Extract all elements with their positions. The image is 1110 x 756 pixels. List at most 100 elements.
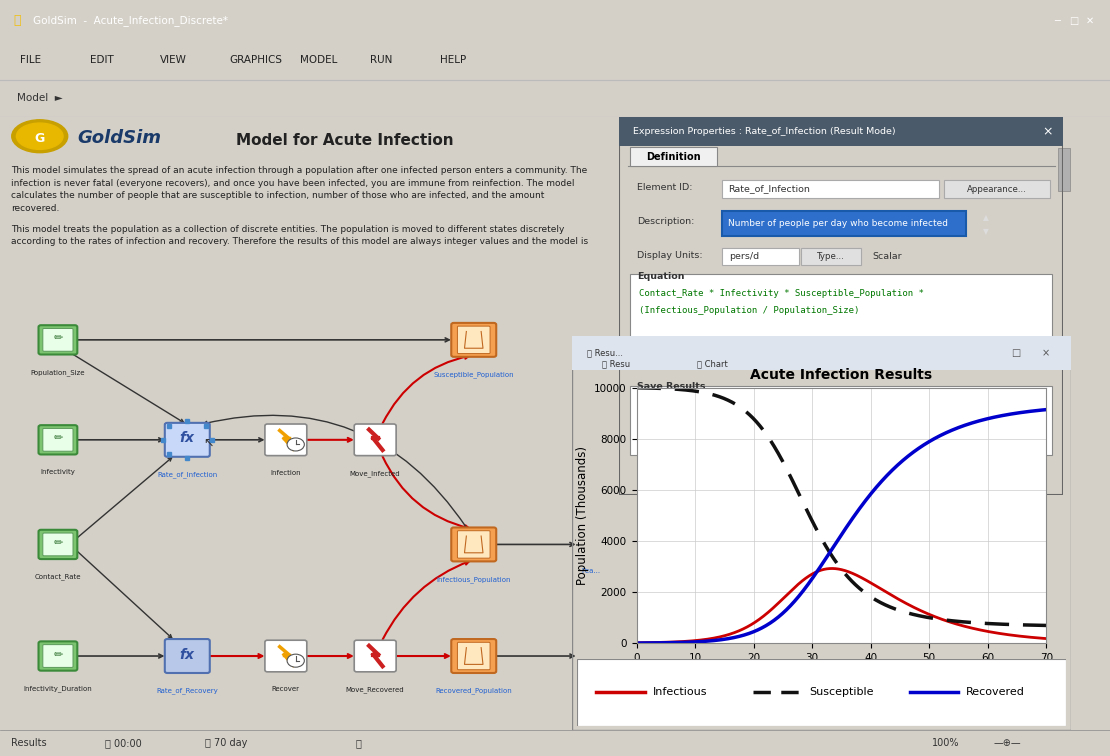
Text: □: □ bbox=[1069, 16, 1078, 26]
Text: ×: × bbox=[1041, 348, 1049, 358]
Text: ☑: ☑ bbox=[657, 414, 666, 425]
Text: RUN: RUN bbox=[370, 55, 392, 66]
FancyBboxPatch shape bbox=[1058, 148, 1070, 191]
Text: Model for Acute Infection: Model for Acute Infection bbox=[235, 133, 453, 148]
Text: ☑: ☑ bbox=[828, 414, 837, 425]
FancyBboxPatch shape bbox=[354, 424, 396, 456]
FancyBboxPatch shape bbox=[43, 328, 73, 352]
FancyBboxPatch shape bbox=[630, 274, 1052, 359]
Text: FILE: FILE bbox=[20, 55, 41, 66]
Text: ✏: ✏ bbox=[53, 649, 62, 660]
FancyBboxPatch shape bbox=[722, 179, 939, 199]
Text: 🔆: 🔆 bbox=[13, 14, 21, 27]
FancyBboxPatch shape bbox=[39, 530, 78, 559]
Text: Infectivity_Duration: Infectivity_Duration bbox=[23, 685, 92, 692]
FancyBboxPatch shape bbox=[265, 640, 306, 672]
Text: Population_Size: Population_Size bbox=[31, 369, 85, 376]
Ellipse shape bbox=[12, 119, 68, 153]
Text: Number of people per day who become infected: Number of people per day who become infe… bbox=[728, 219, 948, 228]
Text: fx: fx bbox=[180, 648, 194, 662]
Text: GoldSim  -  Acute_Infection_Discrete*: GoldSim - Acute_Infection_Discrete* bbox=[33, 15, 229, 26]
Text: Pea...: Pea... bbox=[582, 568, 601, 574]
Text: HELP: HELP bbox=[440, 55, 466, 66]
Text: Infectious_Population: Infectious_Population bbox=[436, 576, 511, 583]
Text: ▲: ▲ bbox=[983, 213, 989, 222]
FancyBboxPatch shape bbox=[164, 423, 210, 457]
Ellipse shape bbox=[17, 123, 63, 150]
Text: ×: × bbox=[1042, 125, 1053, 138]
Text: Results: Results bbox=[11, 738, 47, 748]
Text: EDIT: EDIT bbox=[90, 55, 113, 66]
Text: Infectivity: Infectivity bbox=[40, 469, 75, 475]
Text: G: G bbox=[34, 132, 44, 145]
FancyBboxPatch shape bbox=[572, 336, 1071, 370]
Text: —⊕—: —⊕— bbox=[993, 738, 1021, 748]
Text: pers/d: pers/d bbox=[729, 252, 759, 261]
Text: Recovered: Recovered bbox=[966, 687, 1025, 697]
Text: Contact_Rate: Contact_Rate bbox=[34, 574, 81, 581]
Text: GoldSim: GoldSim bbox=[77, 129, 161, 147]
Text: 📊 Resu: 📊 Resu bbox=[602, 359, 629, 368]
FancyBboxPatch shape bbox=[265, 424, 306, 456]
Title: Acute Infection Results: Acute Infection Results bbox=[750, 368, 932, 383]
Text: VIEW: VIEW bbox=[160, 55, 186, 66]
Text: Final Values: Final Values bbox=[677, 415, 730, 424]
Text: Move_Infected: Move_Infected bbox=[350, 470, 401, 477]
FancyBboxPatch shape bbox=[630, 147, 717, 166]
FancyBboxPatch shape bbox=[801, 248, 861, 265]
Text: ⏱ 70 day: ⏱ 70 day bbox=[205, 738, 248, 748]
FancyBboxPatch shape bbox=[43, 533, 73, 556]
Text: MODEL: MODEL bbox=[300, 55, 337, 66]
Text: Expression Properties : Rate_of_Infection (Result Mode): Expression Properties : Rate_of_Infectio… bbox=[633, 127, 896, 136]
FancyBboxPatch shape bbox=[846, 465, 948, 487]
Text: 📊 Chart: 📊 Chart bbox=[697, 359, 727, 368]
Text: This model treats the population as a collection of discrete entities. The popul: This model treats the population as a co… bbox=[11, 225, 588, 246]
FancyBboxPatch shape bbox=[722, 248, 799, 265]
FancyBboxPatch shape bbox=[39, 641, 78, 671]
Text: Contact_Rate * Infectivity * Susceptible_Population *: Contact_Rate * Infectivity * Susceptible… bbox=[639, 290, 925, 298]
Text: Rate_of_Infection: Rate_of_Infection bbox=[158, 471, 218, 478]
Text: Susceptible_Population: Susceptible_Population bbox=[433, 371, 514, 378]
Text: ✏: ✏ bbox=[53, 538, 62, 548]
Text: 100%: 100% bbox=[932, 738, 960, 748]
Text: ✕: ✕ bbox=[1086, 16, 1094, 26]
FancyBboxPatch shape bbox=[457, 531, 491, 558]
FancyBboxPatch shape bbox=[43, 429, 73, 451]
FancyBboxPatch shape bbox=[722, 211, 966, 236]
FancyBboxPatch shape bbox=[39, 425, 78, 454]
FancyBboxPatch shape bbox=[43, 645, 73, 668]
Text: Infectious: Infectious bbox=[653, 687, 707, 697]
FancyBboxPatch shape bbox=[164, 639, 210, 673]
Text: Move_Recovered: Move_Recovered bbox=[346, 686, 404, 693]
FancyBboxPatch shape bbox=[452, 528, 496, 562]
FancyBboxPatch shape bbox=[452, 323, 496, 357]
Text: ⏱ 00:00: ⏱ 00:00 bbox=[105, 738, 142, 748]
Y-axis label: Population (Thousands): Population (Thousands) bbox=[576, 446, 588, 585]
FancyBboxPatch shape bbox=[630, 386, 1052, 455]
FancyBboxPatch shape bbox=[354, 640, 396, 672]
Text: Rate_of_Recovery: Rate_of_Recovery bbox=[157, 687, 219, 694]
Text: ✏: ✏ bbox=[53, 333, 62, 343]
Text: Help: Help bbox=[885, 471, 909, 481]
Text: ▼: ▼ bbox=[983, 227, 989, 236]
Text: Time History: Time History bbox=[848, 415, 906, 424]
Text: Infection: Infection bbox=[271, 470, 301, 476]
Text: (Infectious_Population / Population_Size): (Infectious_Population / Population_Size… bbox=[639, 306, 860, 315]
Text: Model  ►: Model ► bbox=[17, 93, 62, 104]
Text: 📊 Resu...: 📊 Resu... bbox=[586, 349, 623, 358]
Text: ✏: ✏ bbox=[53, 433, 62, 444]
Text: ─: ─ bbox=[1053, 16, 1060, 26]
FancyBboxPatch shape bbox=[457, 643, 491, 670]
Text: Display Units:: Display Units: bbox=[637, 251, 703, 259]
Text: Definition: Definition bbox=[646, 152, 700, 162]
Text: Rate_of_Infection: Rate_of_Infection bbox=[728, 184, 810, 194]
Text: Recover: Recover bbox=[272, 686, 300, 692]
FancyBboxPatch shape bbox=[739, 465, 841, 487]
Text: Close: Close bbox=[776, 471, 805, 481]
Text: Equation: Equation bbox=[637, 272, 685, 281]
Text: Type...: Type... bbox=[817, 252, 845, 261]
Text: Appearance...: Appearance... bbox=[967, 184, 1027, 194]
Text: 📄: 📄 bbox=[355, 738, 361, 748]
Text: Scalar: Scalar bbox=[872, 252, 902, 261]
Text: Susceptible: Susceptible bbox=[809, 687, 874, 697]
